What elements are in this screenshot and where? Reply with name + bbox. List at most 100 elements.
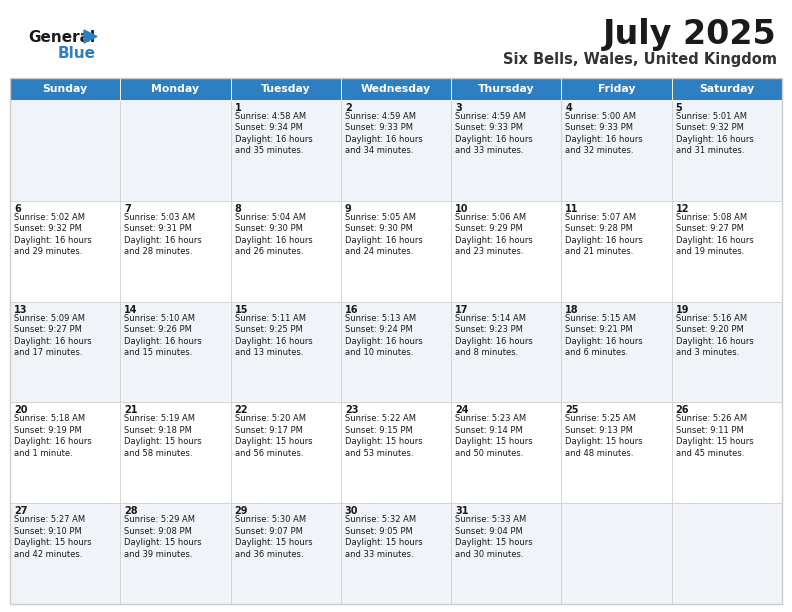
Text: Sunrise: 5:22 AM
Sunset: 9:15 PM
Daylight: 15 hours
and 53 minutes.: Sunrise: 5:22 AM Sunset: 9:15 PM Dayligh… <box>345 414 422 458</box>
Bar <box>451 403 562 503</box>
Text: 5: 5 <box>676 103 683 113</box>
Text: Sunrise: 5:09 AM
Sunset: 9:27 PM
Daylight: 16 hours
and 17 minutes.: Sunrise: 5:09 AM Sunset: 9:27 PM Dayligh… <box>14 313 92 357</box>
Text: Sunrise: 5:07 AM
Sunset: 9:28 PM
Daylight: 16 hours
and 21 minutes.: Sunrise: 5:07 AM Sunset: 9:28 PM Dayligh… <box>565 213 643 256</box>
Bar <box>10 503 120 604</box>
Text: Sunrise: 4:59 AM
Sunset: 9:33 PM
Daylight: 16 hours
and 33 minutes.: Sunrise: 4:59 AM Sunset: 9:33 PM Dayligh… <box>455 112 533 155</box>
Text: 1: 1 <box>234 103 242 113</box>
Bar <box>120 78 230 100</box>
Text: Sunrise: 5:33 AM
Sunset: 9:04 PM
Daylight: 15 hours
and 30 minutes.: Sunrise: 5:33 AM Sunset: 9:04 PM Dayligh… <box>455 515 533 559</box>
Text: 19: 19 <box>676 305 689 315</box>
Bar <box>10 302 120 403</box>
Text: Sunrise: 5:08 AM
Sunset: 9:27 PM
Daylight: 16 hours
and 19 minutes.: Sunrise: 5:08 AM Sunset: 9:27 PM Dayligh… <box>676 213 753 256</box>
Bar <box>10 100 120 201</box>
Text: 17: 17 <box>455 305 469 315</box>
Bar <box>230 78 341 100</box>
Text: 22: 22 <box>234 405 248 416</box>
Bar <box>10 78 120 100</box>
Bar <box>230 100 341 201</box>
Text: Sunrise: 5:25 AM
Sunset: 9:13 PM
Daylight: 15 hours
and 48 minutes.: Sunrise: 5:25 AM Sunset: 9:13 PM Dayligh… <box>565 414 643 458</box>
Text: General: General <box>28 30 95 45</box>
Text: Sunrise: 5:02 AM
Sunset: 9:32 PM
Daylight: 16 hours
and 29 minutes.: Sunrise: 5:02 AM Sunset: 9:32 PM Dayligh… <box>14 213 92 256</box>
Text: 18: 18 <box>565 305 579 315</box>
Text: Sunrise: 5:32 AM
Sunset: 9:05 PM
Daylight: 15 hours
and 33 minutes.: Sunrise: 5:32 AM Sunset: 9:05 PM Dayligh… <box>345 515 422 559</box>
Bar <box>672 403 782 503</box>
Bar <box>562 503 672 604</box>
Bar <box>341 302 451 403</box>
Text: 13: 13 <box>14 305 28 315</box>
Text: 16: 16 <box>345 305 358 315</box>
Text: July 2025: July 2025 <box>604 18 777 51</box>
Text: 12: 12 <box>676 204 689 214</box>
Text: Sunrise: 5:18 AM
Sunset: 9:19 PM
Daylight: 16 hours
and 1 minute.: Sunrise: 5:18 AM Sunset: 9:19 PM Dayligh… <box>14 414 92 458</box>
Text: Sunrise: 5:13 AM
Sunset: 9:24 PM
Daylight: 16 hours
and 10 minutes.: Sunrise: 5:13 AM Sunset: 9:24 PM Dayligh… <box>345 313 423 357</box>
Text: Sunrise: 5:06 AM
Sunset: 9:29 PM
Daylight: 16 hours
and 23 minutes.: Sunrise: 5:06 AM Sunset: 9:29 PM Dayligh… <box>455 213 533 256</box>
Text: Sunrise: 5:19 AM
Sunset: 9:18 PM
Daylight: 15 hours
and 58 minutes.: Sunrise: 5:19 AM Sunset: 9:18 PM Dayligh… <box>124 414 202 458</box>
Bar <box>451 302 562 403</box>
Bar <box>120 403 230 503</box>
Text: Friday: Friday <box>598 84 635 94</box>
Text: Sunrise: 5:23 AM
Sunset: 9:14 PM
Daylight: 15 hours
and 50 minutes.: Sunrise: 5:23 AM Sunset: 9:14 PM Dayligh… <box>455 414 533 458</box>
Text: Sunday: Sunday <box>43 84 88 94</box>
Bar <box>672 78 782 100</box>
Text: Wednesday: Wednesday <box>361 84 431 94</box>
Bar <box>562 100 672 201</box>
Text: 25: 25 <box>565 405 579 416</box>
Text: 29: 29 <box>234 506 248 516</box>
Text: Blue: Blue <box>58 46 96 61</box>
Bar <box>230 201 341 302</box>
Bar <box>672 201 782 302</box>
Text: Sunrise: 4:58 AM
Sunset: 9:34 PM
Daylight: 16 hours
and 35 minutes.: Sunrise: 4:58 AM Sunset: 9:34 PM Dayligh… <box>234 112 312 155</box>
Bar <box>341 503 451 604</box>
Text: Sunrise: 5:00 AM
Sunset: 9:33 PM
Daylight: 16 hours
and 32 minutes.: Sunrise: 5:00 AM Sunset: 9:33 PM Dayligh… <box>565 112 643 155</box>
Bar <box>672 100 782 201</box>
Text: 24: 24 <box>455 405 469 416</box>
Text: 28: 28 <box>124 506 138 516</box>
Text: Monday: Monday <box>151 84 200 94</box>
Text: Saturday: Saturday <box>699 84 755 94</box>
Text: 9: 9 <box>345 204 352 214</box>
Bar <box>562 403 672 503</box>
Text: Sunrise: 5:29 AM
Sunset: 9:08 PM
Daylight: 15 hours
and 39 minutes.: Sunrise: 5:29 AM Sunset: 9:08 PM Dayligh… <box>124 515 202 559</box>
Bar <box>341 78 451 100</box>
Bar <box>451 100 562 201</box>
Bar <box>672 302 782 403</box>
Text: 10: 10 <box>455 204 469 214</box>
Text: 15: 15 <box>234 305 248 315</box>
Text: 8: 8 <box>234 204 242 214</box>
Text: Sunrise: 5:11 AM
Sunset: 9:25 PM
Daylight: 16 hours
and 13 minutes.: Sunrise: 5:11 AM Sunset: 9:25 PM Dayligh… <box>234 313 312 357</box>
Text: Six Bells, Wales, United Kingdom: Six Bells, Wales, United Kingdom <box>503 52 777 67</box>
Bar <box>10 78 782 604</box>
Bar <box>341 201 451 302</box>
Text: 30: 30 <box>345 506 358 516</box>
Bar <box>120 100 230 201</box>
Text: 20: 20 <box>14 405 28 416</box>
Bar <box>562 201 672 302</box>
Text: Sunrise: 5:20 AM
Sunset: 9:17 PM
Daylight: 15 hours
and 56 minutes.: Sunrise: 5:20 AM Sunset: 9:17 PM Dayligh… <box>234 414 312 458</box>
Text: Tuesday: Tuesday <box>261 84 310 94</box>
Bar <box>10 201 120 302</box>
Text: Sunrise: 5:15 AM
Sunset: 9:21 PM
Daylight: 16 hours
and 6 minutes.: Sunrise: 5:15 AM Sunset: 9:21 PM Dayligh… <box>565 313 643 357</box>
Bar <box>341 403 451 503</box>
Text: 2: 2 <box>345 103 352 113</box>
Bar <box>230 302 341 403</box>
Text: Sunrise: 5:03 AM
Sunset: 9:31 PM
Daylight: 16 hours
and 28 minutes.: Sunrise: 5:03 AM Sunset: 9:31 PM Dayligh… <box>124 213 202 256</box>
Text: 31: 31 <box>455 506 469 516</box>
Bar <box>120 503 230 604</box>
Text: 21: 21 <box>124 405 138 416</box>
Text: Sunrise: 5:14 AM
Sunset: 9:23 PM
Daylight: 16 hours
and 8 minutes.: Sunrise: 5:14 AM Sunset: 9:23 PM Dayligh… <box>455 313 533 357</box>
Bar <box>672 503 782 604</box>
Bar <box>562 302 672 403</box>
Text: Thursday: Thursday <box>478 84 535 94</box>
Text: Sunrise: 4:59 AM
Sunset: 9:33 PM
Daylight: 16 hours
and 34 minutes.: Sunrise: 4:59 AM Sunset: 9:33 PM Dayligh… <box>345 112 423 155</box>
Text: 7: 7 <box>124 204 131 214</box>
Text: Sunrise: 5:30 AM
Sunset: 9:07 PM
Daylight: 15 hours
and 36 minutes.: Sunrise: 5:30 AM Sunset: 9:07 PM Dayligh… <box>234 515 312 559</box>
Bar <box>230 503 341 604</box>
Text: 14: 14 <box>124 305 138 315</box>
Bar <box>562 78 672 100</box>
Text: Sunrise: 5:27 AM
Sunset: 9:10 PM
Daylight: 15 hours
and 42 minutes.: Sunrise: 5:27 AM Sunset: 9:10 PM Dayligh… <box>14 515 92 559</box>
Text: Sunrise: 5:04 AM
Sunset: 9:30 PM
Daylight: 16 hours
and 26 minutes.: Sunrise: 5:04 AM Sunset: 9:30 PM Dayligh… <box>234 213 312 256</box>
Bar <box>451 78 562 100</box>
Text: Sunrise: 5:10 AM
Sunset: 9:26 PM
Daylight: 16 hours
and 15 minutes.: Sunrise: 5:10 AM Sunset: 9:26 PM Dayligh… <box>124 313 202 357</box>
Text: 4: 4 <box>565 103 572 113</box>
Text: Sunrise: 5:01 AM
Sunset: 9:32 PM
Daylight: 16 hours
and 31 minutes.: Sunrise: 5:01 AM Sunset: 9:32 PM Dayligh… <box>676 112 753 155</box>
